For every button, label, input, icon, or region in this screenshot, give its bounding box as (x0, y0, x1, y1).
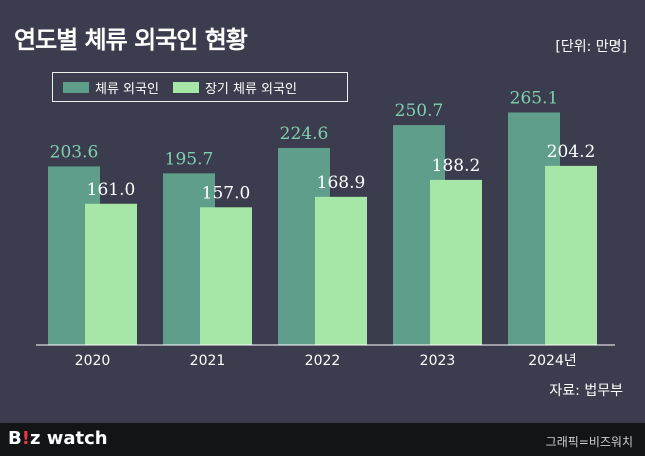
x-tick-label-2: 2022 (305, 353, 341, 369)
legend-item-total: 체류 외국인 (63, 78, 159, 97)
value-label-total-3: 250.7 (395, 101, 444, 121)
value-label-long-term-1: 157.0 (202, 183, 251, 203)
legend-swatch-total (63, 81, 89, 93)
value-label-total-2: 224.6 (280, 124, 329, 144)
bar-long-term-4 (545, 165, 597, 345)
x-tick-label-1: 2021 (190, 353, 226, 369)
value-label-total-0: 203.6 (50, 142, 99, 162)
x-tick-label-4: 2024년 (528, 353, 577, 369)
bar-long-term-1 (200, 207, 252, 345)
value-label-long-term-3: 188.2 (432, 156, 481, 176)
x-tick-label-0: 2020 (75, 353, 111, 369)
legend: 체류 외국인 장기 체류 외국인 (52, 72, 348, 102)
legend-label-total: 체류 외국인 (95, 81, 159, 97)
value-label-total-1: 195.7 (165, 149, 214, 169)
value-label-long-term-2: 168.9 (317, 173, 366, 193)
legend-label-long-term: 장기 체류 외국인 (204, 81, 297, 97)
legend-swatch-long-term (172, 81, 199, 93)
value-label-long-term-0: 161.0 (87, 180, 136, 200)
value-label-long-term-4: 204.2 (547, 142, 596, 162)
graphic-credit: 그래픽=비즈워치 (545, 435, 633, 449)
unit-label: [단위: 만명] (555, 39, 627, 55)
footer-bar: B! z watch 그래픽=비즈워치 (0, 423, 645, 456)
source-note: 자료: 법무부 (549, 383, 623, 399)
bar-long-term-2 (315, 196, 367, 345)
bizwatch-logo: B! z watch (8, 428, 108, 449)
bar-chart: 203.6 161.0 2020 195.7 157.0 2021 224.6 168.9 20… (36, 88, 615, 369)
chart-title: 연도별 체류 외국인 현황 (14, 26, 248, 54)
legend-item-long-term: 장기 체류 외국인 (172, 78, 297, 97)
bar-long-term-0 (85, 203, 137, 345)
bar-long-term-3 (430, 179, 482, 345)
value-label-total-4: 265.1 (510, 88, 559, 108)
x-tick-label-3: 2023 (420, 353, 456, 369)
